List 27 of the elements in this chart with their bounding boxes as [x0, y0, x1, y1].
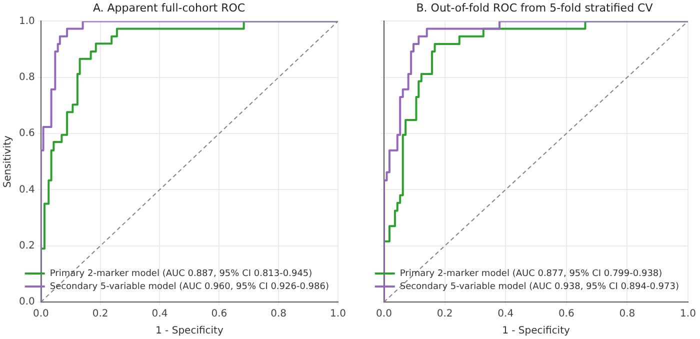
x-axis-title: 1 - Specificity [156, 326, 224, 337]
legend-label: Primary 2-marker model (AUC 0.877, 95% CI 0.799-0.938) [400, 268, 662, 279]
y-tick-label: 0.8 [18, 72, 35, 83]
x-axis-title: 1 - Specificity [502, 326, 570, 337]
y-tick-label: 0.0 [18, 296, 35, 308]
y-tick-label: 0.4 [18, 184, 35, 196]
x-tick-label: 1.0 [680, 308, 696, 320]
x-tick-label: 0.2 [92, 308, 108, 320]
legend-label: Primary 2-marker model (AUC 0.887, 95% CI 0.813-0.945) [50, 268, 312, 279]
x-tick-label: 0.4 [152, 308, 168, 320]
y-tick-label: 0.2 [18, 240, 35, 252]
x-tick-label: 0.8 [619, 308, 636, 320]
chart-title: A. Apparent full-cohort ROC [92, 1, 246, 14]
x-tick-label: 1.0 [330, 308, 346, 320]
legend-label: Secondary 5-variable model (AUC 0.938, 95% CI 0.894-0.973) [400, 282, 680, 292]
legend-label: Secondary 5-variable model (AUC 0.960, 95% CI 0.926-0.986) [50, 282, 330, 292]
x-tick-label: 0.6 [211, 308, 228, 320]
x-tick-label: 0.0 [32, 308, 49, 320]
y-tick-label: 1.0 [18, 16, 35, 27]
x-tick-label: 0.4 [498, 308, 514, 320]
x-tick-label: 0.0 [376, 308, 392, 320]
chart-title: B. Out-of-fold ROC from 5-fold stratified CV [416, 1, 654, 14]
y-tick-label: 0.6 [18, 128, 35, 140]
y-axis-title: Sensitivity [2, 135, 14, 188]
x-tick-label: 0.6 [558, 308, 574, 320]
x-tick-label: 0.8 [270, 308, 287, 320]
x-tick-label: 0.2 [436, 308, 453, 320]
